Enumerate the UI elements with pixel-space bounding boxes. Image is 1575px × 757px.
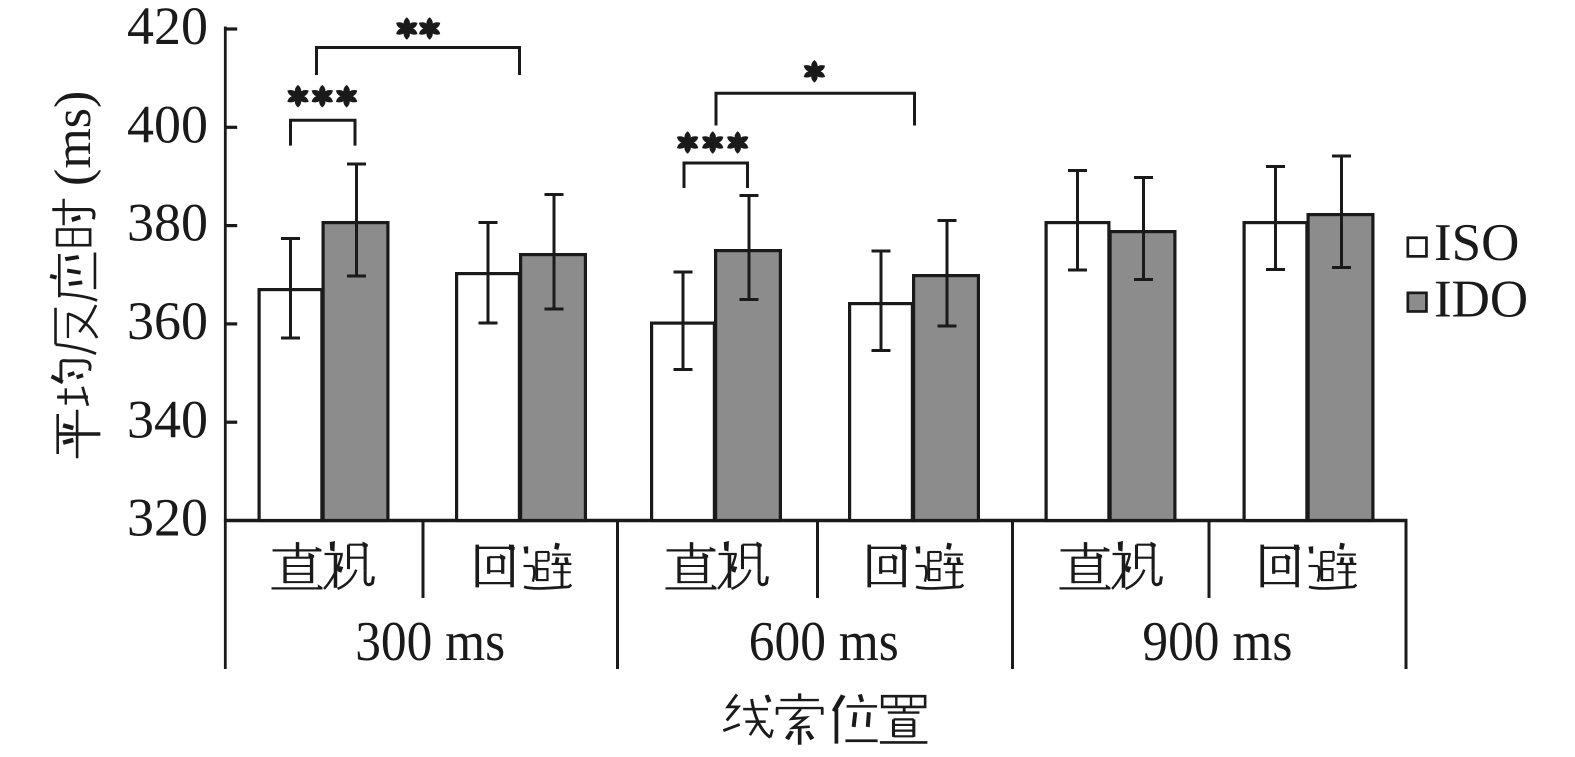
- svg-text:400: 400: [127, 94, 208, 154]
- svg-text:(ms): (ms): [45, 91, 102, 186]
- svg-text:900 ms: 900 ms: [1142, 611, 1292, 673]
- svg-text:380: 380: [127, 193, 208, 253]
- svg-text:IDO: IDO: [1434, 270, 1528, 328]
- svg-text:420: 420: [127, 0, 208, 56]
- svg-text:300 ms: 300 ms: [355, 611, 505, 673]
- svg-text:ISO: ISO: [1434, 214, 1519, 272]
- svg-text:340: 340: [127, 389, 208, 449]
- svg-text:360: 360: [127, 291, 208, 351]
- svg-text:320: 320: [127, 488, 208, 548]
- svg-text:600 ms: 600 ms: [749, 611, 899, 673]
